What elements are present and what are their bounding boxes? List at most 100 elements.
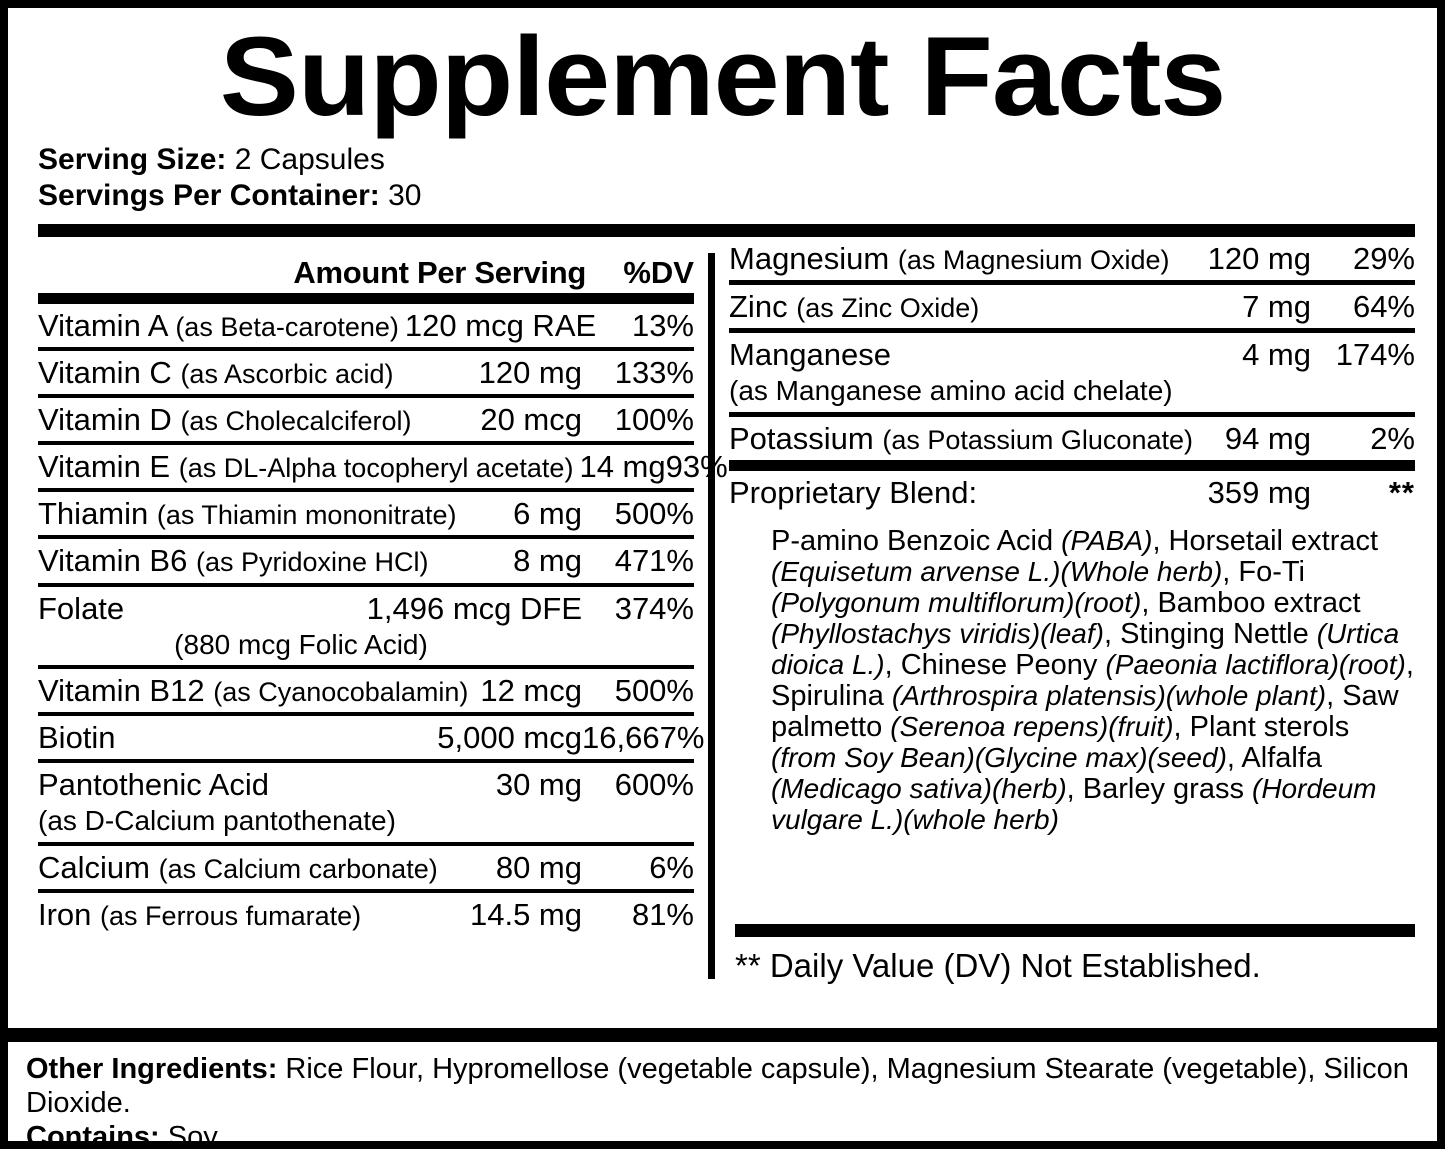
nutrient-source: (as Beta-carotene) xyxy=(175,311,399,342)
table-row: Vitamin A (as Beta-carotene) 120 mcg RAE… xyxy=(38,304,694,347)
nutrient-name: Calcium (as Calcium carbonate) xyxy=(38,850,490,885)
nutrient-dv: 174% xyxy=(1335,337,1415,373)
nutrient-name: Biotin xyxy=(38,721,431,755)
serving-size-label: Serving Size: xyxy=(38,142,227,176)
nutrient-dv: 81% xyxy=(631,896,694,932)
nutrient-name-text: Biotin xyxy=(38,720,116,756)
nutrient-name: Potassium (as Potassium Gluconate) xyxy=(729,420,1219,456)
row-divider xyxy=(38,712,694,717)
nutrient-name-text: Folate xyxy=(38,590,125,626)
table-row: Folate 1,496 mcg DFE 374% xyxy=(38,587,694,630)
nutrient-name: Vitamin D (as Cholecalciferol) xyxy=(38,403,474,437)
contains-label: Contains: xyxy=(26,1121,160,1149)
left-nutrient-column: Amount Per Serving %DV Vitamin A (as Bet… xyxy=(8,237,728,991)
nutrient-amount: 14 mg xyxy=(579,449,666,485)
row-divider xyxy=(38,488,694,493)
nutrient-dv: 16,667% xyxy=(582,720,705,756)
nutrient-dv: 2% xyxy=(1370,420,1415,456)
contains-value: Soy xyxy=(159,1121,218,1149)
table-row: Biotin 5,000 mcg 16,667% xyxy=(38,716,705,759)
table-row: Zinc (as Zinc Oxide) 7 mg 64% xyxy=(729,285,1415,328)
proprietary-blend-ingredients: P-amino Benzoic Acid (PABA), Horsetail e… xyxy=(771,524,1414,835)
nutrient-source: (as Zinc Oxide) xyxy=(796,293,980,324)
nutrient-dv: 500% xyxy=(614,672,694,708)
nutrient-dv: 93% xyxy=(665,449,728,485)
nutrient-name-text: Vitamin A xyxy=(38,307,167,343)
nutrient-amount: 20 mcg xyxy=(480,402,582,438)
nutrient-columns: Amount Per Serving %DV Vitamin A (as Bet… xyxy=(8,237,1437,991)
nutrient-name-text: Iron xyxy=(38,896,92,932)
nutrient-source: (as Cholecalciferol) xyxy=(180,406,412,437)
nutrient-dv: 29% xyxy=(1352,240,1415,276)
nutrient-amount: 120 mg xyxy=(478,355,582,391)
dv-note-text: ** Daily Value (DV) Not Established. xyxy=(735,946,1261,984)
nutrient-name: Vitamin C (as Ascorbic acid) xyxy=(38,355,473,390)
serving-size-value: 2 Capsules xyxy=(234,142,385,176)
row-divider xyxy=(38,441,694,446)
nutrient-name: Folate xyxy=(38,590,361,626)
serving-size-line: Serving Size: 2 Capsules xyxy=(38,142,1437,179)
table-row: Pantothenic Acid 30 mg 600% xyxy=(38,763,694,806)
nutrient-subline: (as Manganese amino acid chelate) xyxy=(729,375,1173,407)
nutrient-subline: (as D-Calcium pantothenate) xyxy=(38,805,396,837)
amount-per-serving-header: Amount Per Serving xyxy=(293,254,586,290)
table-row: Thiamin (as Thiamin mononitrate) 6 mg 50… xyxy=(38,492,694,535)
nutrient-name: Thiamin (as Thiamin mononitrate) xyxy=(38,497,507,531)
nutrient-name-text: Magnesium xyxy=(729,240,890,276)
nutrient-dv: 6% xyxy=(649,849,694,885)
column-divider xyxy=(708,252,715,979)
row-divider xyxy=(38,841,694,846)
dv-note-rule xyxy=(735,923,1415,937)
table-row: Vitamin D (as Cholecalciferol) 20 mcg 10… xyxy=(38,398,694,441)
nutrient-dv: 13% xyxy=(631,307,694,343)
nutrient-name-text: Pantothenic Acid xyxy=(38,767,269,803)
nutrient-dv: 374% xyxy=(614,590,694,626)
dv-note-block: ** Daily Value (DV) Not Established. xyxy=(729,923,1415,985)
row-divider xyxy=(38,888,694,893)
table-row: Manganese 4 mg 174% xyxy=(729,333,1415,376)
nutrient-dv: 500% xyxy=(614,496,694,532)
proprietary-blend-dv: ** xyxy=(1388,474,1415,510)
contains-line: Contains: Soy xyxy=(26,1120,1419,1149)
table-row: Vitamin E (as DL-Alpha tocopheryl acetat… xyxy=(38,445,728,488)
nutrient-name-text: Vitamin D xyxy=(38,402,172,438)
nutrient-source: (as Ascorbic acid) xyxy=(180,359,394,390)
nutrient-amount: 12 mcg xyxy=(480,672,582,708)
nutrient-amount: 30 mg xyxy=(495,767,582,803)
nutrient-amount: 5,000 mcg xyxy=(437,720,582,756)
nutrient-name-text: Potassium xyxy=(729,420,874,456)
nutrient-source: (as Pyridoxine HCl) xyxy=(195,547,429,578)
nutrient-amount: 8 mg xyxy=(513,543,582,579)
table-row: Vitamin B6 (as Pyridoxine HCl) 8 mg 471% xyxy=(38,539,694,582)
nutrient-subline: (880 mcg Folic Acid) xyxy=(174,628,428,660)
row-divider xyxy=(38,535,694,540)
other-ingredients-line: Other Ingredients: Rice Flour, Hypromell… xyxy=(26,1052,1419,1120)
serving-information: Serving Size: 2 Capsules Servings Per Co… xyxy=(8,136,1437,215)
servings-per-container-value: 30 xyxy=(388,179,422,213)
row-divider xyxy=(38,582,694,587)
nutrient-name-text: Vitamin B6 xyxy=(38,543,188,579)
nutrient-source: (as Cyanocobalamin) xyxy=(213,676,469,707)
nutrient-dv: 471% xyxy=(614,543,694,579)
nutrient-dv: 133% xyxy=(614,355,694,391)
footer-thick-rule xyxy=(8,1028,1437,1042)
header-thick-rule xyxy=(38,223,1415,237)
nutrient-source: (as Calcium carbonate) xyxy=(158,853,438,884)
nutrient-source: (as Magnesium Oxide) xyxy=(897,244,1170,275)
proprietary-blend-label: Proprietary Blend: xyxy=(729,474,978,510)
row-divider xyxy=(729,280,1415,286)
nutrient-name: Manganese xyxy=(729,338,1236,372)
table-row: Iron (as Ferrous fumarate) 14.5 mg 81% xyxy=(38,893,694,936)
nutrient-source: (as DL-Alpha tocopheryl acetate) xyxy=(178,453,574,484)
nutrient-amount: 4 mg xyxy=(1242,337,1311,373)
nutrient-name: Vitamin B6 (as Pyridoxine HCl) xyxy=(38,544,507,578)
nutrient-name-text: Zinc xyxy=(729,289,788,325)
table-row: Calcium (as Calcium carbonate) 80 mg 6% xyxy=(38,846,694,889)
nutrient-name-text: Vitamin E xyxy=(38,449,171,485)
column-headers: Amount Per Serving %DV xyxy=(38,237,694,293)
servings-per-container-label: Servings Per Container: xyxy=(38,179,380,213)
servings-per-container-line: Servings Per Container: 30 xyxy=(38,178,1437,215)
page-title: Supplement Facts xyxy=(219,14,1227,139)
nutrient-name: Vitamin B12 (as Cyanocobalamin) xyxy=(38,673,474,708)
